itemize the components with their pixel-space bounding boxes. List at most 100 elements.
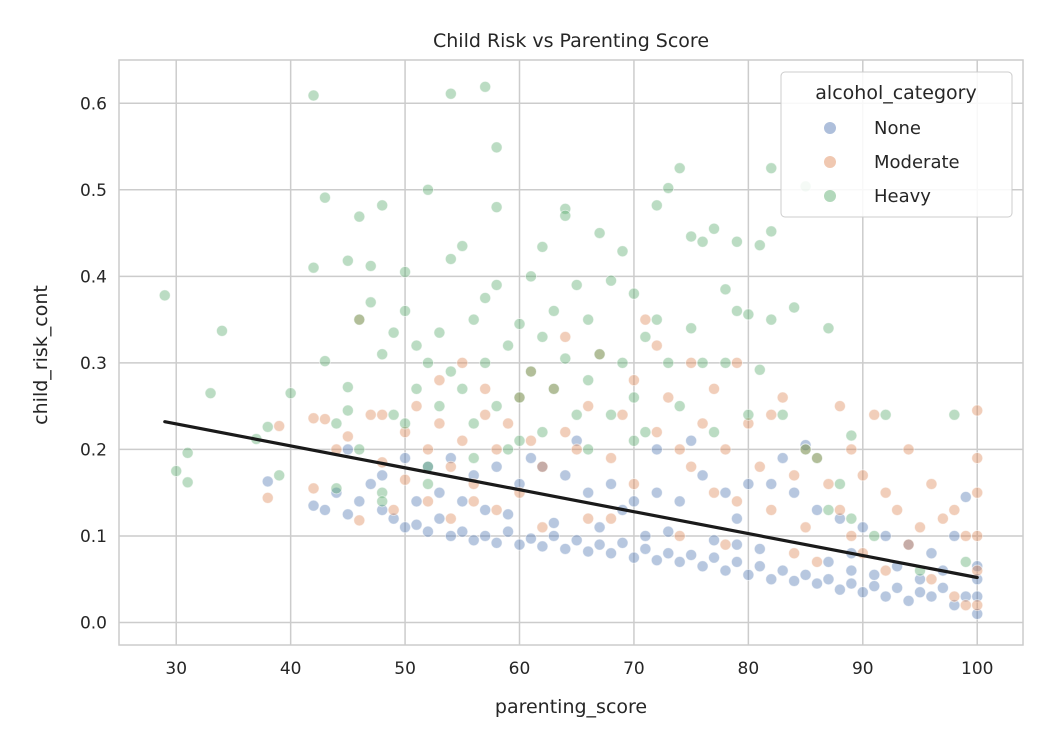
data-point-heavy [479, 292, 492, 304]
data-point-none [925, 547, 938, 560]
data-point-moderate [753, 460, 766, 473]
data-point-heavy [776, 408, 789, 421]
data-point-none [605, 547, 617, 560]
data-point-moderate [971, 452, 984, 464]
y-tick-label: 0.2 [80, 440, 107, 460]
data-point-moderate [422, 443, 434, 456]
data-point-moderate [353, 514, 366, 527]
data-point-none [879, 530, 892, 542]
legend-marker-moderate [824, 156, 836, 168]
x-tick-label: 70 [623, 659, 645, 679]
data-point-none [650, 554, 663, 567]
data-point-moderate [387, 504, 400, 516]
data-point-none [811, 504, 823, 516]
data-point-heavy [410, 339, 423, 352]
data-point-heavy [422, 356, 434, 369]
data-point-heavy [731, 305, 743, 317]
data-point-none [971, 590, 984, 603]
data-point-none [650, 486, 663, 499]
data-point-moderate [444, 512, 457, 525]
data-point-heavy [513, 434, 526, 447]
data-point-moderate [307, 412, 320, 425]
data-point-none [319, 504, 331, 516]
data-point-heavy [376, 348, 389, 361]
data-point-heavy [502, 443, 514, 456]
data-point-moderate [799, 521, 812, 534]
data-point-heavy [834, 478, 846, 490]
data-point-none [341, 508, 354, 521]
data-point-heavy [582, 374, 595, 387]
data-point-none [307, 499, 320, 512]
data-point-heavy [559, 202, 572, 215]
x-tick-label: 80 [738, 659, 760, 679]
data-point-none [845, 577, 858, 590]
data-point-none [753, 543, 766, 555]
data-point-heavy [547, 382, 560, 395]
data-point-heavy [536, 331, 549, 343]
data-point-none [673, 556, 686, 568]
data-point-heavy [444, 87, 457, 100]
data-point-moderate [273, 420, 286, 432]
data-point-heavy [444, 253, 457, 265]
data-point-heavy [444, 365, 457, 378]
data-point-moderate [650, 426, 663, 439]
data-point-heavy [719, 283, 732, 296]
data-point-heavy [616, 356, 629, 369]
data-point-moderate [433, 374, 446, 387]
data-point-heavy [433, 326, 446, 339]
data-point-none [822, 556, 835, 568]
data-point-none [330, 486, 343, 499]
data-point-heavy [948, 408, 961, 421]
data-point-moderate [959, 530, 972, 542]
data-point-none [834, 583, 846, 596]
data-point-heavy [696, 356, 709, 369]
data-point-moderate [959, 599, 972, 612]
data-point-moderate [765, 504, 778, 516]
data-point-none [353, 495, 366, 508]
data-point-none [570, 534, 583, 547]
y-tick-label: 0.1 [80, 527, 107, 547]
data-point-heavy [467, 417, 480, 430]
data-point-none [639, 530, 652, 542]
data-point-moderate [765, 408, 778, 421]
data-point-none [731, 538, 743, 551]
data-point-none [776, 452, 789, 464]
data-point-none [868, 569, 881, 581]
data-point-moderate [742, 417, 755, 430]
data-point-none [490, 536, 503, 549]
data-point-moderate [925, 573, 938, 586]
data-point-none [662, 547, 675, 560]
data-point-heavy [959, 556, 972, 568]
data-point-none [856, 521, 869, 534]
y-tick-label: 0.3 [80, 354, 107, 374]
data-point-heavy [570, 408, 583, 421]
data-point-heavy [559, 209, 572, 222]
data-point-moderate [685, 356, 698, 369]
data-point-heavy [433, 400, 446, 413]
legend-label-heavy: Heavy [874, 186, 931, 207]
data-point-none [639, 543, 652, 555]
data-point-none [490, 460, 503, 473]
data-point-heavy [719, 356, 732, 369]
data-point-none [742, 569, 755, 581]
data-point-heavy [399, 417, 411, 430]
data-point-moderate [868, 408, 881, 421]
data-point-none [559, 543, 572, 555]
data-point-none [959, 491, 972, 503]
data-point-none [902, 594, 915, 607]
data-point-moderate [479, 408, 492, 421]
data-point-none [456, 495, 469, 508]
data-point-moderate [639, 313, 652, 326]
data-point-moderate [582, 400, 595, 413]
data-point-none [399, 521, 411, 534]
data-point-heavy [628, 287, 640, 300]
data-point-heavy [319, 191, 331, 204]
data-point-heavy [479, 356, 492, 369]
data-point-moderate [628, 374, 640, 387]
data-point-moderate [948, 590, 961, 603]
data-point-heavy [330, 482, 343, 495]
data-point-none [502, 525, 514, 538]
y-tick-label: 0.0 [80, 614, 107, 634]
data-point-none [799, 569, 812, 581]
